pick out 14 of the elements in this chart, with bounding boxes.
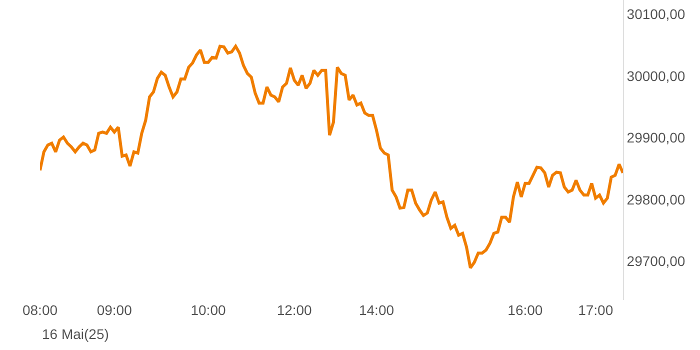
x-tick-label: 09:00 xyxy=(96,302,132,318)
y-tick-label: 29800,00 xyxy=(626,191,686,208)
x-tick-label: 12:00 xyxy=(276,302,312,318)
x-tick-label: 08:00 xyxy=(22,302,58,318)
text: 16 Mai(25) xyxy=(42,326,109,342)
line-series xyxy=(40,44,623,270)
x-tick-label: 16:00 xyxy=(508,302,543,318)
y-tick-label: 30100,00 xyxy=(626,6,686,22)
y-tick-label: 30000,00 xyxy=(626,68,686,84)
y-tick-label: 29700,00 xyxy=(626,253,686,270)
x-tick-label: 17:00 xyxy=(578,302,614,318)
x-tick-label: 14:00 xyxy=(358,302,394,318)
y-tick-label: 29900,00 xyxy=(626,130,686,146)
x-tick-label: 10:00 xyxy=(190,302,226,318)
